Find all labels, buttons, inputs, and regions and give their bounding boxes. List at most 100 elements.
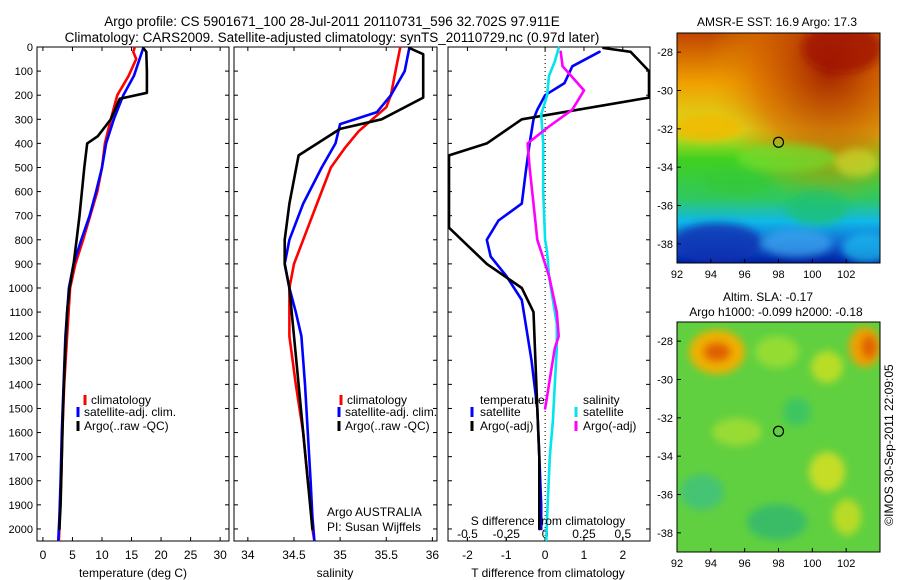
argo-location-marker (772, 425, 785, 437)
x-tick-label: -2 (462, 548, 473, 562)
map-x-tick-label: 94 (705, 269, 717, 281)
sla-map-panel: Altim. SLA: -0.17 Argo h1000: -0.099 h20… (657, 290, 881, 570)
sst-map-image (677, 33, 880, 263)
x-tick-label: 30 (213, 548, 227, 562)
map-y-tick-label: -28 (657, 336, 673, 348)
y-tick-label: 1500 (9, 403, 33, 415)
legend-label-satellite: satellite-adj. clim. (345, 405, 437, 419)
x-tick-label: 15 (125, 548, 139, 562)
map-x-tick-label: 92 (671, 558, 683, 570)
salinity-ticks: 34 34.5 35 35.5 36 (234, 46, 440, 562)
x-tick-label: 36 (426, 548, 440, 562)
series-line-satellite-adj-clim (283, 46, 411, 542)
argo-location-marker (772, 136, 785, 148)
y-tick-label: 100 (15, 66, 33, 78)
x-tick-label: 25 (184, 548, 198, 562)
series-line-argo-raw-qc (283, 46, 425, 531)
y-tick-label: 1700 (9, 452, 33, 464)
y-tick-label: 1000 (9, 283, 33, 295)
series-line-salinity-argo-adj (526, 50, 586, 410)
temperature-xlabel: temperature (deg C) (79, 566, 187, 580)
y-tick-label: 0 (27, 42, 33, 54)
y-tick-label: 1600 (9, 428, 33, 440)
s-difference-label: S difference from climatology (471, 514, 626, 528)
y-tick-label: 900 (15, 259, 33, 271)
s-x-tick-label: 0.25 (572, 527, 596, 541)
s-x-tick-label: -0.5 (457, 527, 478, 541)
map-x-tick-label: 98 (772, 269, 784, 281)
x-tick-label: 35.5 (375, 548, 399, 562)
y-tick-label: 1800 (9, 476, 33, 488)
x-tick-label: -1 (501, 548, 512, 562)
map-y-tick-label: -36 (657, 201, 673, 213)
s-x-tick-label: -0.25 (493, 527, 521, 541)
y-tick-label: 1400 (9, 379, 33, 391)
map-x-tick-label: 98 (772, 558, 784, 570)
map-y-tick-label: -32 (657, 413, 673, 425)
legend-label-s-satellite: satellite (583, 405, 624, 419)
legend-label-t-satellite: satellite (480, 405, 521, 419)
sla-map-ticks: 92 94 96 98 100 102 -28 -30 -32 -34 -36 -38 (657, 336, 855, 570)
x-tick-label: 0 (40, 548, 47, 562)
x-tick-label: 35 (333, 548, 347, 562)
series-line-argo-raw-qc (58, 46, 149, 531)
x-tick-label: 10 (95, 548, 109, 562)
sla-map-subtitle: Argo h1000: -0.099 h2000: -0.18 (689, 305, 863, 319)
map-x-tick-label: 102 (837, 269, 855, 281)
map-x-tick-label: 96 (739, 558, 751, 570)
y-tick-label: 1300 (9, 355, 33, 367)
map-y-tick-label: -28 (657, 47, 673, 59)
sla-map-title: Altim. SLA: -0.17 (723, 290, 813, 304)
salinity-axes-frame (233, 46, 438, 542)
sst-map-ticks: 92 94 96 98 100 102 -28 -30 -32 -34 -36 -38 (657, 47, 855, 281)
temperature-lines (56, 46, 149, 542)
temperature-ticks: 0100200300400500600700800900100011001200… (9, 42, 229, 562)
pi-label: PI: Susan Wijffels (327, 520, 421, 534)
temperature-axes-frame (36, 46, 230, 542)
legend-label-climatology: climatology (347, 393, 407, 407)
map-y-tick-label: -34 (657, 451, 673, 463)
y-tick-label: 300 (15, 114, 33, 126)
title-line-2: Climatology: CARS2009. Satellite-adjuste… (65, 30, 600, 45)
map-y-tick-label: -34 (657, 162, 673, 174)
y-tick-label: 1200 (9, 331, 33, 343)
y-tick-label: 700 (15, 211, 33, 223)
sla-map-image (677, 322, 880, 552)
legend-heading-salinity: salinity (583, 393, 620, 407)
legend-label-s-argo: Argo(-adj) (583, 419, 636, 433)
difference-legend: temperature satellite Argo(-adj) salinit… (470, 393, 636, 433)
temperature-panel: 0100200300400500600700800900100011001200… (9, 42, 230, 580)
salinity-lines (283, 46, 425, 542)
y-tick-label: 600 (15, 187, 33, 199)
map-y-tick-label: -38 (657, 239, 673, 251)
map-y-tick-label: -38 (657, 528, 673, 540)
salinity-legend: climatology satellite-adj. clim. Argo(..… (337, 393, 437, 433)
argo-program-label: Argo AUSTRALIA (327, 505, 422, 519)
map-x-tick-label: 94 (705, 558, 717, 570)
map-x-tick-label: 96 (739, 269, 751, 281)
map-x-tick-label: 100 (803, 269, 821, 281)
legend-label-satellite: satellite-adj. clim. (84, 405, 176, 419)
sst-map-panel: AMSR-E SST: 16.9 Argo: 17.3 92 94 96 98 100 1… (657, 15, 881, 281)
x-tick-label: 2 (619, 548, 626, 562)
difference-panel: -2 -1 0 1 2-0.5 -0.25 0 0.25 0.5 S difference fr… (447, 46, 651, 580)
legend-label-t-argo: Argo(-adj) (480, 419, 533, 433)
y-tick-label: 200 (15, 90, 33, 102)
map-y-tick-label: -30 (657, 86, 673, 98)
title-line-1: Argo profile: CS 5901671_100 28-Jul-2011… (104, 14, 560, 29)
t-difference-xlabel: T difference from climatology (471, 566, 625, 580)
map-y-tick-label: -36 (657, 490, 673, 502)
x-tick-label: 34.5 (282, 548, 306, 562)
x-tick-label: 0 (542, 548, 549, 562)
x-tick-label: 1 (581, 548, 588, 562)
x-tick-label: 34 (241, 548, 255, 562)
series-line-temperature-argo-adj (447, 46, 651, 531)
s-x-tick-label: 0.5 (614, 527, 631, 541)
map-x-tick-label: 100 (803, 558, 821, 570)
legend-label-argo: Argo(..raw -QC) (84, 419, 169, 433)
y-tick-label: 400 (15, 138, 33, 150)
map-y-tick-label: -32 (657, 124, 673, 136)
map-x-tick-label: 102 (837, 558, 855, 570)
y-tick-label: 500 (15, 162, 33, 174)
